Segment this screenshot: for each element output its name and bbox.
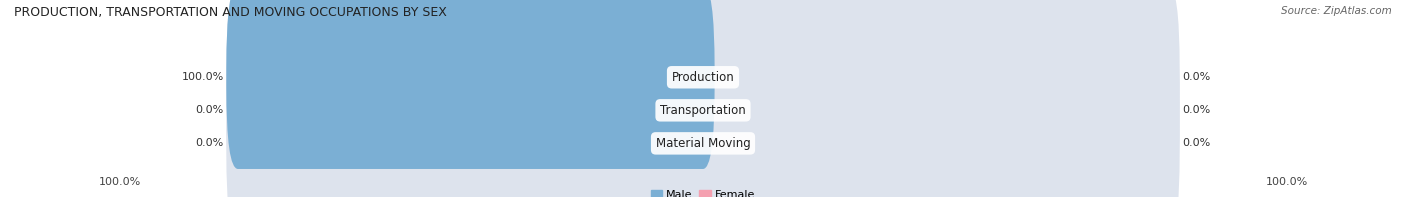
Text: 0.0%: 0.0% (1182, 138, 1211, 148)
Legend: Male, Female: Male, Female (647, 186, 759, 197)
Text: Source: ZipAtlas.com: Source: ZipAtlas.com (1281, 6, 1392, 16)
Text: 0.0%: 0.0% (1182, 72, 1211, 82)
Text: 100.0%: 100.0% (98, 177, 141, 187)
Text: Transportation: Transportation (661, 104, 745, 117)
Text: 0.0%: 0.0% (195, 138, 224, 148)
FancyBboxPatch shape (226, 52, 1180, 197)
FancyBboxPatch shape (226, 0, 1180, 169)
Text: 100.0%: 100.0% (181, 72, 224, 82)
FancyBboxPatch shape (226, 19, 1180, 197)
Text: 0.0%: 0.0% (1182, 105, 1211, 115)
FancyBboxPatch shape (226, 0, 714, 169)
Text: Production: Production (672, 71, 734, 84)
Text: PRODUCTION, TRANSPORTATION AND MOVING OCCUPATIONS BY SEX: PRODUCTION, TRANSPORTATION AND MOVING OC… (14, 6, 447, 19)
Text: 100.0%: 100.0% (1265, 177, 1308, 187)
Text: 0.0%: 0.0% (195, 105, 224, 115)
Text: Material Moving: Material Moving (655, 137, 751, 150)
